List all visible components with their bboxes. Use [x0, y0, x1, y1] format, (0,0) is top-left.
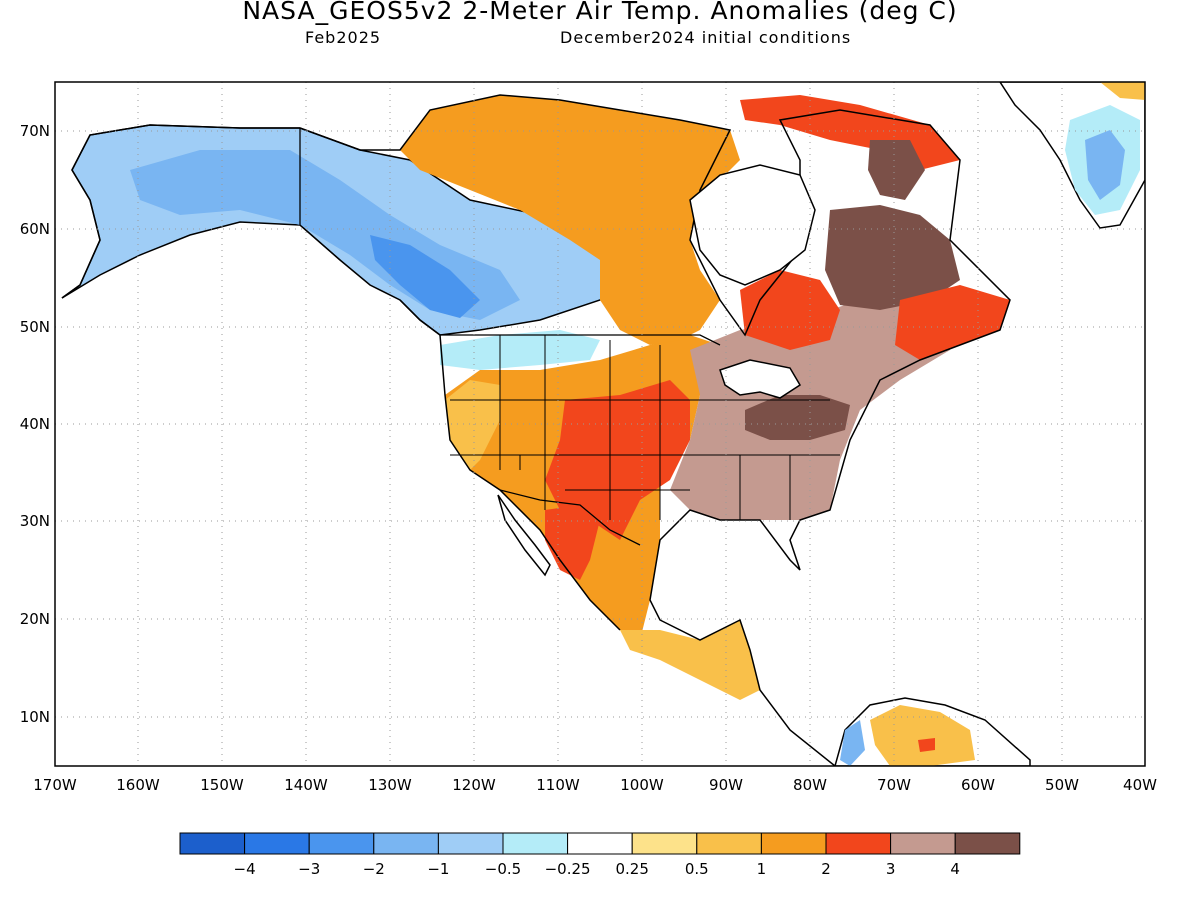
map-title: NASA_GEOS5v2 2-Meter Air Temp. Anomalies… — [242, 0, 958, 25]
lat-label-60n: 60N — [20, 220, 50, 238]
lon-label-100w: 100W — [620, 776, 664, 794]
lat-label-50n: 50N — [20, 318, 50, 336]
warm-anomaly-central-america — [620, 620, 760, 700]
anomaly-fields — [61, 82, 1145, 766]
warm-anomaly-canada — [400, 95, 740, 345]
cold-anomaly-small — [440, 330, 600, 370]
legend-swatch — [244, 832, 310, 855]
lon-label-90w: 90W — [709, 776, 743, 794]
lon-label-50w: 50W — [1045, 776, 1079, 794]
lon-label-70w: 70W — [877, 776, 911, 794]
us-state-lines — [450, 335, 840, 520]
legend-swatch — [760, 832, 827, 855]
map-frame — [54, 81, 1146, 767]
lon-label-130w: 130W — [368, 776, 412, 794]
hot-anomaly-mexico — [545, 505, 600, 580]
cold-anomaly-strong-core — [370, 235, 480, 318]
forecast-period: Feb2025 — [305, 28, 382, 47]
very-warm-anomaly-arctic — [868, 140, 925, 200]
legend-swatch — [954, 832, 1021, 855]
legend-tick-label: −4 — [234, 860, 256, 878]
coastline-north-america — [61, 94, 1011, 766]
hot-anomaly-plains — [545, 380, 690, 540]
hudson-bay — [689, 164, 816, 286]
legend-swatch — [179, 832, 246, 855]
legend-swatch — [890, 832, 956, 855]
lon-label-160w: 160W — [116, 776, 160, 794]
legend-swatch — [308, 832, 375, 855]
legend-tick-label: 2 — [821, 860, 831, 878]
lat-label-20n: 20N — [20, 610, 50, 628]
initial-conditions-label: December2024 initial conditions — [560, 28, 852, 47]
lon-label-170w: 170W — [33, 776, 77, 794]
lon-label-40w: 40W — [1123, 776, 1157, 794]
legend-swatch — [373, 832, 439, 855]
legend-tick-label: 3 — [886, 860, 896, 878]
legend-tick-label: −1 — [427, 860, 449, 878]
latitude-labels: 70N 60N 50N 40N 30N 20N 10N — [20, 122, 50, 726]
coastline-west — [399, 299, 621, 631]
warm-anomaly-west-light — [445, 380, 500, 470]
lat-label-10n: 10N — [20, 708, 50, 726]
legend-tick-label: 4 — [950, 860, 960, 878]
very-warm-anomaly-core — [745, 395, 850, 440]
very-warm-anomaly-quebec — [825, 205, 960, 310]
hot-anomaly-maritimes — [895, 285, 1010, 360]
great-lakes — [719, 359, 802, 399]
legend-tick-label: 0.5 — [685, 860, 709, 878]
legend-swatch — [567, 832, 633, 855]
lon-label-150w: 150W — [200, 776, 244, 794]
legend-tick-label: 1 — [757, 860, 767, 878]
legend-swatch — [631, 832, 698, 855]
lat-label-40n: 40N — [20, 415, 50, 433]
lat-label-30n: 30N — [20, 512, 50, 530]
longitude-labels: 170W 160W 150W 140W 130W 120W 110W 100W … — [33, 776, 1157, 794]
warm-anomaly-south-america — [870, 705, 975, 766]
legend-tick-label: −0.5 — [485, 860, 521, 878]
warm-anomaly-greenland-edge — [1100, 82, 1145, 100]
lon-label-120w: 120W — [452, 776, 496, 794]
legend-tick-label: −0.25 — [545, 860, 591, 878]
hot-anomaly-canada — [740, 270, 840, 350]
legend-tick-label: 0.25 — [615, 860, 648, 878]
legend-tick-label: −2 — [363, 860, 385, 878]
hot-anomaly-south-america — [918, 738, 935, 752]
legend-swatch — [825, 832, 892, 855]
hot-anomaly-arctic — [740, 95, 960, 170]
lon-label-60w: 60W — [961, 776, 995, 794]
legend-swatch — [437, 832, 504, 855]
baja-peninsula — [497, 494, 551, 577]
lon-label-110w: 110W — [536, 776, 580, 794]
lon-label-140w: 140W — [284, 776, 328, 794]
lat-label-70n: 70N — [20, 122, 50, 140]
lon-label-80w: 80W — [793, 776, 827, 794]
us-canada-border — [299, 128, 721, 346]
legend-swatch — [502, 832, 569, 855]
gridlines — [55, 82, 1145, 766]
legend-swatch — [696, 832, 762, 855]
legend-tick-label: −3 — [298, 860, 320, 878]
color-legend: −4 −3 −2 −1 −0.5 −0.25 0.25 0.5 1 2 3 4 — [179, 832, 1021, 878]
cold-anomaly-greenland-core — [1085, 130, 1125, 200]
cold-anomaly-south-america — [840, 720, 865, 766]
us-mexico-border — [499, 489, 641, 546]
